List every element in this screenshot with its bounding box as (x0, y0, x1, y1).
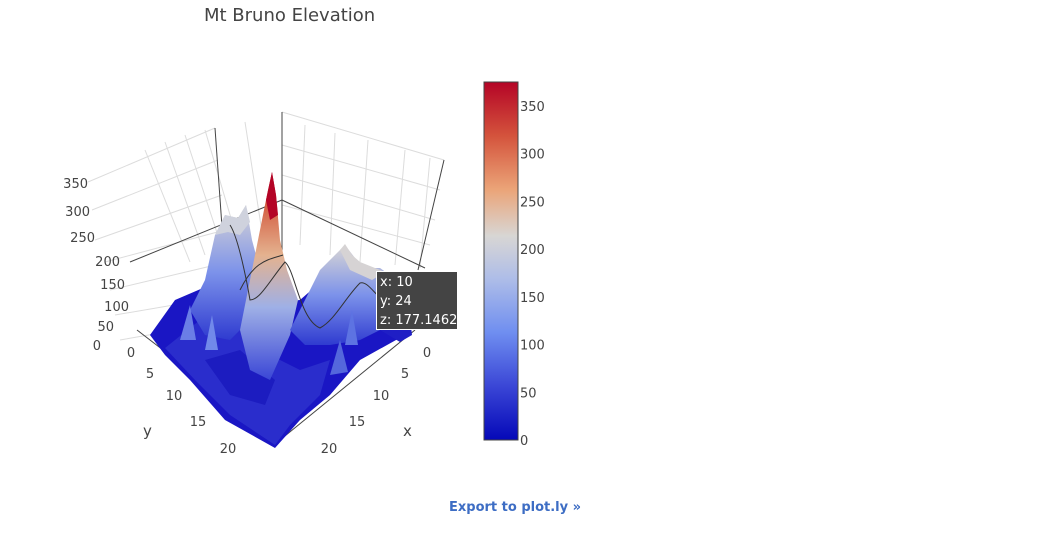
grid-line (94, 194, 223, 241)
x-axis-title: x (403, 422, 412, 440)
z-tick-label: 50 (97, 320, 114, 335)
grid-line (299, 124, 306, 246)
colorbar-tick-label: 350 (520, 100, 545, 115)
grid-line (164, 141, 206, 256)
grid-line (281, 144, 441, 191)
y-tick-label: 0 (127, 346, 135, 361)
hover-tooltip: x: 10 y: 24 z: 177.1462 (376, 271, 458, 330)
hover-y-text: y: 24 (380, 294, 412, 309)
y-tick-label: 20 (220, 442, 237, 457)
grid-line (144, 149, 191, 263)
x-axis-ticks: 05 10 15 20 (321, 346, 431, 457)
colorbar-tick-label: 300 (520, 148, 545, 163)
y-axis-title: y (143, 422, 152, 440)
z-tick-label: 0 (93, 339, 101, 354)
z-tick-label: 300 (65, 205, 90, 220)
colorbar: 0 50 100 150 200 250 300 350 (483, 81, 545, 449)
grid-line (91, 159, 219, 211)
z-tick-label: 200 (95, 255, 120, 270)
x-tick-label: 0 (423, 346, 431, 361)
export-link[interactable]: Export to plot.ly » (449, 500, 582, 515)
z-tick-label: 350 (63, 177, 88, 192)
grid-line (87, 127, 216, 183)
colorbar-tick-label: 0 (520, 434, 528, 449)
colorbar-tick-label: 100 (520, 339, 545, 354)
surface-mesh[interactable] (150, 172, 412, 448)
y-tick-label: 10 (166, 389, 183, 404)
y-axis-ticks: 05 10 15 20 (127, 346, 236, 457)
grid-line (394, 149, 406, 266)
grid-line (244, 121, 263, 233)
grid-line (281, 174, 436, 221)
colorbar-tick-label: 200 (520, 243, 545, 258)
grid-line (104, 229, 226, 263)
grid-line (419, 157, 431, 269)
grid-line (281, 111, 445, 161)
grid-line (329, 132, 336, 256)
colorbar-tick-label: 150 (520, 291, 545, 306)
y-tick-label: 15 (190, 415, 207, 430)
x-tick-label: 15 (349, 415, 366, 430)
grid-line (359, 139, 369, 263)
colorbar-tick-label: 50 (520, 386, 537, 401)
z-tick-label: 150 (100, 278, 125, 293)
z-tick-label: 100 (104, 300, 129, 315)
hover-x-text: x: 10 (380, 275, 413, 290)
colorbar-tick-label: 250 (520, 195, 545, 210)
chart-title: Mt Bruno Elevation (204, 5, 376, 26)
x-tick-label: 5 (401, 367, 409, 382)
x-tick-label: 20 (321, 442, 338, 457)
z-tick-label: 250 (70, 231, 95, 246)
hover-z-text: z: 177.1462 (380, 313, 458, 328)
grid-line (184, 134, 223, 249)
y-tick-label: 5 (146, 367, 154, 382)
x-tick-label: 10 (373, 389, 390, 404)
